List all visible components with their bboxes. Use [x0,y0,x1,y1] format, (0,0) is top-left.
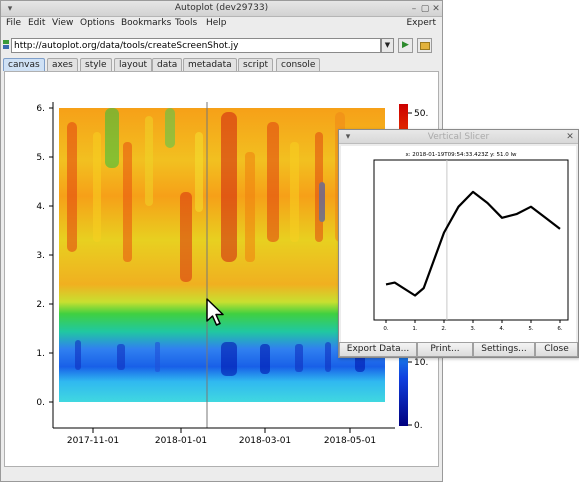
tab-console[interactable]: console [276,58,321,71]
slice-series-line [385,190,561,297]
slice-x-tick-label: 5. [528,326,533,332]
print-button[interactable]: Print... [417,342,473,357]
slice-plot-frame [373,159,569,321]
slice-x-tick-label: 4. [499,326,504,332]
y-axis-ticks: 6. 5. 4. 3. 2. 1. 0. [36,104,53,408]
slice-header: x: 2018-01-19T09:54:33.423Z y: 51.0 lw [405,152,517,158]
y-tick-label: 0. [36,398,45,408]
title-bar[interactable]: ▾ Autoplot (dev29733) – ▢ ✕ [1,1,442,17]
slice-x-tick-label: 1. [412,326,417,332]
y-tick-label: 5. [36,153,45,163]
slice-x-tick-label: 6. [557,326,562,332]
y-tick-label: 2. [36,300,45,310]
tab-layout[interactable]: layout [114,58,153,71]
data-source-icon [3,40,9,49]
window-menu-icon[interactable]: ▾ [7,4,13,14]
x-tick-label: 2017-11-01 [67,436,119,446]
menu-edit[interactable]: Edit [28,18,46,28]
tab-script[interactable]: script [238,58,274,71]
menu-expert[interactable]: Expert [406,18,437,28]
y-tick-label: 6. [36,104,45,114]
menu-view[interactable]: View [52,18,74,28]
x-tick-label: 2018-03-01 [239,436,291,446]
slice-chart[interactable]: x: 2018-01-19T09:54:33.423Z y: 51.0 lw 0… [341,146,576,342]
vertical-slicer-window: ▾ Vertical Slicer ✕ x: 2018-01-19T09:54:… [338,129,579,358]
url-input[interactable] [11,38,381,53]
slice-x-tick-label: 0. [383,326,388,332]
tab-data[interactable]: data [152,58,183,71]
menu-bar: File Edit View Options Bookmarks Tools H… [1,17,442,30]
colorbar-tick-label: 50. [414,109,428,119]
settings-button[interactable]: Settings... [473,342,535,357]
close-icon[interactable]: ✕ [432,4,440,14]
slice-x-tick-label: 3. [470,326,475,332]
tab-canvas[interactable]: canvas [3,58,45,71]
close-icon[interactable]: ✕ [566,132,574,142]
tab-style[interactable]: style [80,58,112,71]
menu-tools[interactable]: Tools [175,18,198,28]
slicer-button-bar: Export Data... Print... Settings... Clos… [339,342,578,357]
menu-help[interactable]: Help [206,18,227,28]
slice-x-ticks: 0. 1. 2. 3. 4. 5. 6. [383,320,563,332]
tab-axes[interactable]: axes [47,58,78,71]
x-tick-label: 2018-05-01 [324,436,376,446]
slicer-title-bar[interactable]: ▾ Vertical Slicer ✕ [339,130,578,144]
menu-file[interactable]: File [6,18,22,28]
minimize-icon[interactable]: – [411,4,417,14]
window-title: Autoplot (dev29733) [174,3,269,13]
folder-icon[interactable] [417,38,432,53]
close-button[interactable]: Close [535,342,578,357]
slicer-title: Vertical Slicer [427,132,490,142]
menu-bookmarks[interactable]: Bookmarks [121,18,172,28]
play-icon[interactable]: ▶ [398,38,413,53]
x-tick-label: 2018-01-01 [155,436,207,446]
mouse-pointer-icon [206,298,224,326]
maximize-icon[interactable]: ▢ [420,4,430,14]
y-tick-label: 1. [36,349,45,359]
x-axis-ticks: 2017-11-01 2018-01-01 2018-03-01 2018-05… [67,428,376,446]
window-menu-icon[interactable]: ▾ [345,132,351,142]
slice-plot[interactable]: x: 2018-01-19T09:54:33.423Z y: 51.0 lw 0… [341,146,576,342]
url-bar: ▼ ▶ [1,37,442,54]
export-data-button[interactable]: Export Data... [339,342,417,357]
y-tick-label: 3. [36,251,45,261]
y-tick-label: 4. [36,202,45,212]
colorbar-tick-label: 10. [414,358,428,368]
colorbar-tick-label: 0. [414,421,423,431]
chevron-down-icon[interactable]: ▼ [381,38,394,53]
slice-x-tick-label: 2. [441,326,446,332]
tab-metadata[interactable]: metadata [183,58,237,71]
menu-options[interactable]: Options [80,18,115,28]
